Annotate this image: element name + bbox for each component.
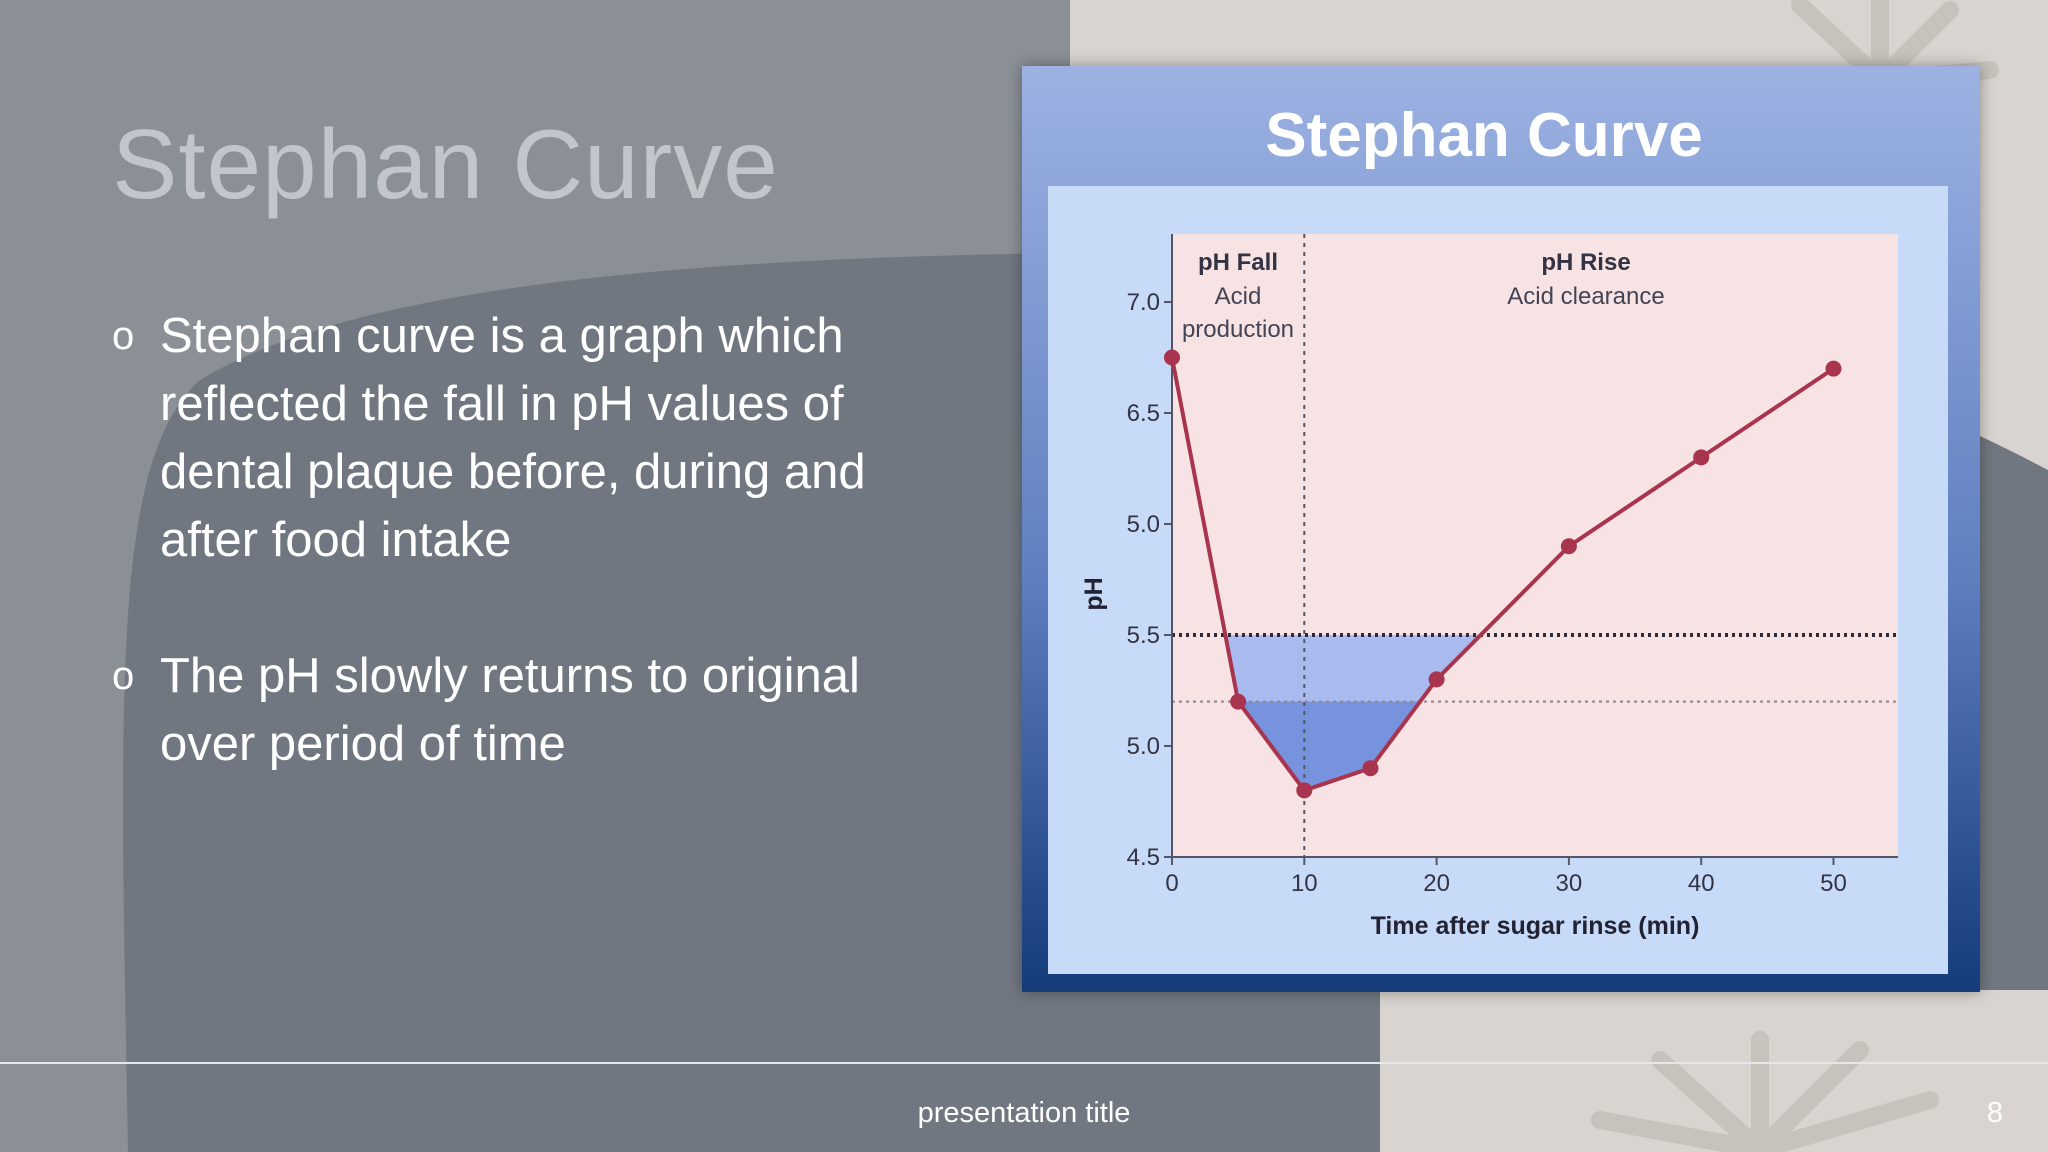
bullet-text: Stephan curve is a graph which reflected… (160, 309, 866, 567)
x-tick-label: 30 (1556, 870, 1583, 897)
footer-divider (0, 1062, 2048, 1064)
annotation-ph-rise-line: Acid clearance (1507, 283, 1664, 310)
annotation-ph-fall-title: pH Fall (1198, 249, 1278, 276)
bullet-item: o Stephan curve is a graph which reflect… (112, 302, 932, 574)
bullet-marker: o (112, 654, 135, 698)
x-axis-label: Time after sugar rinse (min) (1371, 912, 1700, 940)
annotation-ph-fall-line: production (1182, 316, 1294, 343)
y-tick-label: 5.0 (1127, 733, 1160, 760)
annotation-ph-fall-line: Acid (1215, 283, 1262, 310)
y-tick-label: 5.0 (1127, 511, 1160, 538)
data-point (1428, 671, 1445, 688)
slide-title: Stephan Curve (112, 109, 779, 219)
page-number: 8 (1986, 1097, 2003, 1129)
data-point (1693, 449, 1710, 466)
y-axis-label: pH (1080, 577, 1108, 610)
x-tick-label: 10 (1291, 870, 1318, 897)
data-point (1560, 538, 1577, 555)
y-tick-label: 4.5 (1127, 844, 1160, 871)
data-point (1296, 782, 1313, 799)
data-point (1164, 349, 1180, 366)
bullet-list: o Stephan curve is a graph which reflect… (112, 302, 932, 846)
footer-title: presentation title (917, 1097, 1131, 1129)
y-tick-label: 7.0 (1127, 289, 1160, 316)
bullet-text: The pH slowly returns to original over p… (160, 649, 860, 771)
ph-series-line (1170, 357, 1835, 793)
x-tick-label: 0 (1165, 870, 1178, 897)
data-point (1362, 760, 1379, 777)
data-point (1230, 693, 1247, 710)
bullet-item: o The pH slowly returns to original over… (112, 642, 932, 778)
y-tick-label: 6.5 (1127, 400, 1160, 427)
y-tick-label: 5.5 (1127, 622, 1160, 649)
data-point (1825, 360, 1842, 377)
chart-title: Stephan Curve (1265, 101, 1703, 170)
bullet-marker: o (112, 314, 135, 358)
annotation-ph-rise-title: pH Rise (1541, 249, 1630, 276)
demineralization-shade (1238, 701, 1421, 791)
x-tick-label: 50 (1820, 870, 1847, 897)
x-tick-label: 20 (1423, 870, 1450, 897)
stephan-curve-chart: Stephan Curve 4.5 5.0 5.5 5.0 6.5 7.0 0 10 20 30 4… (1022, 66, 1980, 992)
x-tick-label: 40 (1688, 870, 1715, 897)
